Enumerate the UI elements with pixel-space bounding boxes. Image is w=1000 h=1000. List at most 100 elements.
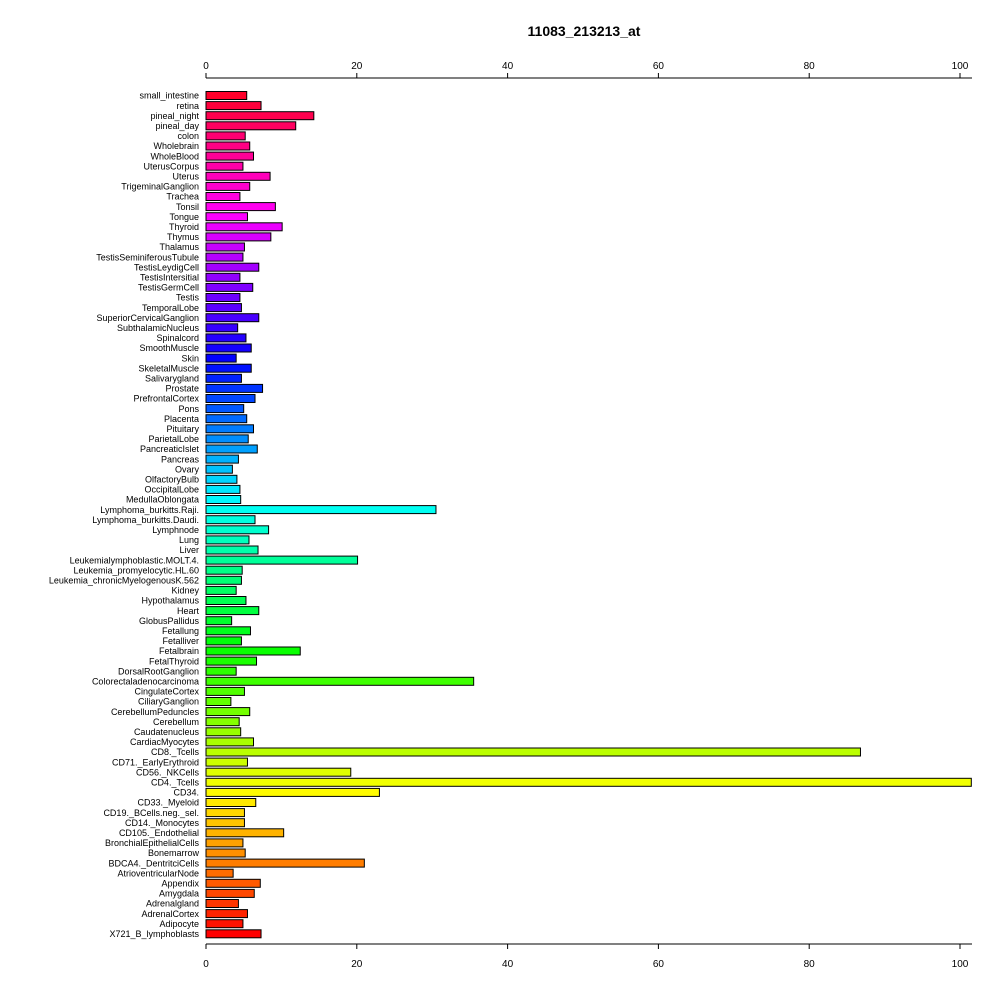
- top-tick-label: 20: [351, 61, 363, 72]
- bar: [205, 818, 245, 828]
- bar: [205, 262, 260, 272]
- bar: [205, 575, 242, 585]
- category-label: TemporalLobe: [142, 303, 199, 313]
- category-label: OlfactoryBulb: [145, 475, 199, 485]
- category-label: SmoothMuscle: [139, 343, 199, 353]
- bar: [205, 888, 255, 898]
- category-label: Appendix: [161, 879, 199, 889]
- category-label: CD33._Myeloid: [137, 798, 199, 808]
- category-label: Liver: [179, 545, 199, 555]
- category-label: Heart: [177, 606, 200, 616]
- category-label: Fetalliver: [162, 636, 199, 646]
- bar: [205, 707, 251, 717]
- category-label: PancreaticIslet: [140, 444, 200, 454]
- bar: [205, 868, 234, 878]
- category-label: Spinalcord: [156, 333, 199, 343]
- category-label: CingulateCortex: [134, 687, 199, 697]
- bar: [205, 121, 297, 131]
- bar: [205, 323, 239, 333]
- category-label: X721_B_lymphoblasts: [109, 929, 199, 939]
- bar: [205, 202, 276, 212]
- category-label: TestisIntersitial: [140, 273, 199, 283]
- bar: [205, 787, 380, 797]
- bar: [205, 414, 248, 424]
- category-label: BronchialEpithelialCells: [105, 838, 200, 848]
- category-label: Leukemialymphoblastic.MOLT.4.: [70, 555, 199, 565]
- category-label: Skin: [181, 353, 199, 363]
- bar: [205, 838, 244, 848]
- category-labels-group: small_intestineretinapineal_nightpineal_…: [49, 91, 200, 939]
- bottom-x-axis: 0 20 40 60 80 100: [203, 943, 972, 970]
- category-label: Leukemia_promyelocytic.HL.60: [73, 565, 199, 575]
- bar: [205, 363, 252, 373]
- bar: [205, 343, 252, 353]
- bar: [205, 646, 301, 656]
- category-label: Amygdala: [159, 889, 199, 899]
- bars-group: [205, 91, 972, 939]
- category-label: TrigeminalGanglion: [121, 182, 199, 192]
- category-label: TestisGermCell: [138, 283, 199, 293]
- bar: [205, 151, 255, 161]
- top-tick-label: 100: [952, 61, 969, 72]
- bar: [205, 171, 271, 181]
- category-label: UterusCorpus: [143, 161, 199, 171]
- bar: [205, 717, 240, 727]
- bottom-tick-label: 100: [952, 959, 969, 970]
- category-label: OccipitalLobe: [144, 485, 199, 495]
- bar: [205, 596, 247, 605]
- bar: [205, 404, 245, 414]
- bar: [205, 626, 251, 636]
- bar: [205, 727, 242, 737]
- category-label: Pancreas: [161, 454, 200, 464]
- bar: [205, 333, 247, 343]
- category-label: Tonsil: [176, 202, 199, 212]
- bar: [205, 848, 246, 858]
- bar: [205, 293, 241, 302]
- bar: [205, 434, 249, 444]
- bar: [205, 474, 238, 484]
- category-label: colon: [177, 131, 199, 141]
- category-label: AtrioventricularNode: [117, 868, 199, 878]
- category-label: SkeletalMuscle: [138, 363, 199, 373]
- bar: [205, 606, 260, 616]
- category-label: Tongue: [169, 212, 199, 222]
- bar: [205, 747, 861, 757]
- bar: [205, 686, 245, 696]
- bar: [205, 242, 245, 252]
- category-label: Salivarygland: [145, 374, 199, 384]
- bar: [205, 737, 255, 747]
- bar: [205, 313, 260, 323]
- bar: [205, 232, 272, 242]
- top-tick-label: 60: [653, 61, 665, 72]
- bar: [205, 484, 241, 494]
- bar: [205, 777, 972, 787]
- bar: [205, 212, 248, 222]
- bar: [205, 636, 242, 646]
- bar: [205, 757, 248, 767]
- bar: [205, 353, 237, 363]
- top-x-axis: 0 20 40 60 80 100: [203, 61, 972, 79]
- category-label: CD4._Tcells: [151, 778, 200, 788]
- bar: [205, 222, 283, 232]
- bar: [205, 111, 315, 121]
- bar: [205, 515, 256, 525]
- category-label: Thyroid: [169, 222, 199, 232]
- category-label: Adipocyte: [159, 919, 199, 929]
- category-label: Adrenalgland: [146, 899, 199, 909]
- bottom-tick-label: 0: [203, 959, 209, 970]
- category-label: SubthalamicNucleus: [117, 323, 200, 333]
- top-tick-label: 80: [804, 61, 816, 72]
- bar: [205, 585, 237, 595]
- category-label: TestisLeydigCell: [134, 262, 199, 272]
- category-label: Placenta: [164, 414, 199, 424]
- category-label: CD34.: [173, 788, 199, 798]
- bar: [205, 565, 243, 575]
- category-label: CD56._NKCells: [136, 767, 200, 777]
- category-label: CD19._BCells.neg._sel.: [103, 808, 199, 818]
- category-label: CD105._Endothelial: [119, 828, 199, 838]
- category-label: Testis: [176, 293, 200, 303]
- category-label: Lymphoma_burkitts.Raji.: [100, 505, 199, 515]
- category-label: Thalamus: [159, 242, 199, 252]
- bottom-tick-label: 20: [351, 959, 363, 970]
